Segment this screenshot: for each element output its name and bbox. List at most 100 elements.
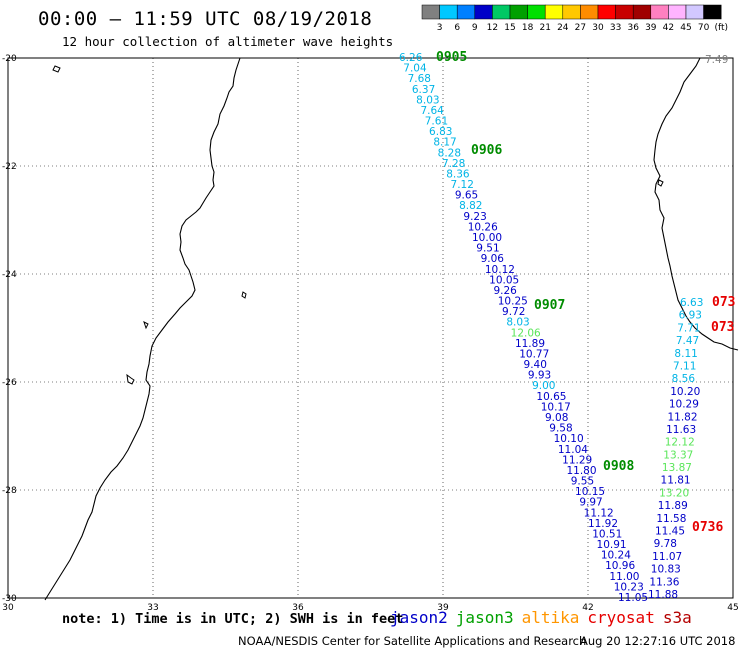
track1-swh-label: 7.68: [408, 73, 431, 85]
track1-swh-label: 12.06: [511, 327, 541, 339]
track1-swh-label: 9.72: [502, 306, 525, 318]
track1-swh-label: 9.26: [493, 285, 517, 297]
track1-swh-label: 7.61: [425, 116, 448, 128]
legend-unit: (ft): [714, 23, 728, 33]
island-small-2: [241, 291, 247, 299]
track2-swh-label: 11.58: [656, 513, 686, 525]
altimeter-tracks: 6.267.047.686.378.037.647.616.838.178.28…: [399, 50, 735, 604]
legend-label: 9: [472, 23, 478, 33]
lat-label: -30: [2, 594, 17, 604]
satellite-name-altika: altika: [521, 608, 580, 627]
track1-swh-label: 10.65: [536, 391, 566, 403]
track1-swh-label: 10.12: [485, 264, 515, 276]
track2-swh-label: 7.11: [673, 360, 696, 372]
track2-swh-label: 13.20: [659, 487, 689, 499]
track1-swh-label: 6.83: [429, 126, 452, 138]
track1-swh-label: 8.17: [433, 137, 456, 149]
track1-swh-label: 9.23: [463, 211, 486, 223]
track1-swh-label: 9.00: [532, 380, 555, 392]
lon-label: 33: [147, 603, 158, 610]
footer-note: note: 1) Time is in UTC; 2) SWH is in fe…: [62, 611, 404, 627]
track2-swh-label: 11.81: [661, 475, 691, 487]
track2-swh-label: 12.12: [665, 437, 695, 449]
legend-swatch: [703, 4, 722, 20]
legend-label: 42: [663, 23, 674, 33]
pass-time-label: 0906: [471, 143, 502, 158]
track1-swh-label: 11.12: [584, 507, 614, 519]
pass-time-label: 0736: [692, 520, 723, 535]
track1-swh-label: 10.10: [554, 433, 584, 445]
track1-swh-label: 10.00: [472, 232, 502, 244]
pass-time-label: 0908: [603, 459, 634, 474]
madagascar-coastline: [653, 57, 739, 351]
track2-swh-label: 9.78: [654, 538, 677, 550]
track1-swh-label: 10.23: [614, 581, 644, 593]
lat-label: -26: [2, 378, 17, 388]
track1-swh-label: 9.65: [455, 190, 478, 202]
track1-swh-label: 8.03: [506, 317, 529, 329]
track2-swh-label: 11.36: [649, 576, 679, 588]
track1-swh-label: 6.37: [412, 84, 435, 96]
lon-label: 30: [2, 603, 14, 610]
lat-label: -24: [2, 270, 17, 280]
track1-swh-label: 11.04: [558, 444, 588, 456]
legend-label: 33: [610, 23, 621, 33]
credit-text: NOAA/NESDIS Center for Satellite Applica…: [238, 634, 587, 648]
legend-label: 12: [487, 23, 498, 33]
legend-label: 24: [557, 23, 569, 33]
satellite-name-cryosat: cryosat: [587, 608, 655, 627]
color-legend: 3 6 9 12 15 18 21 24 27 30 33 36 39 42 45 70 (ft): [421, 4, 728, 33]
track1-swh-label: 9.55: [571, 476, 594, 488]
track2-swh-label: 11.45: [655, 526, 685, 538]
track2-swh-label: 11.89: [658, 500, 688, 512]
track1-swh-label: 9.08: [545, 412, 568, 424]
island-small-1: [52, 65, 61, 73]
legend-label: 18: [522, 23, 534, 33]
track1-swh-label: 9.93: [528, 370, 551, 382]
legend-label: 21: [539, 23, 550, 33]
legend-label: 15: [504, 23, 515, 33]
lat-label: -22: [2, 162, 17, 172]
track2-swh-label: 7.71: [677, 322, 700, 334]
track1-swh-label: 8.82: [459, 200, 482, 212]
corner-value-label: 7.49: [705, 54, 728, 66]
track1-swh-label: 8.28: [438, 147, 461, 159]
lon-label: 45: [727, 603, 738, 610]
lon-label: 36: [292, 603, 304, 610]
lon-label: 42: [582, 603, 593, 610]
satellite-legend: jason2 jason3 altika cryosat s3a: [390, 608, 700, 627]
track1-swh-label: 11.80: [566, 465, 596, 477]
track1-swh-label: 10.51: [592, 528, 622, 540]
track1-swh-label: 10.24: [601, 550, 631, 562]
track1-swh-label: 6.26: [399, 52, 423, 64]
pass-time-label: 073: [712, 295, 735, 310]
track2-swh-label: 10.29: [669, 399, 699, 411]
track1-swh-label: 7.28: [442, 158, 465, 170]
lat-label: -20: [2, 54, 17, 64]
lon-label: 39: [437, 603, 449, 610]
track1-swh-label: 11.00: [609, 571, 639, 583]
track2-swh-label: 7.47: [676, 335, 699, 347]
track1-swh-label: 10.26: [468, 221, 498, 233]
track2-swh-label: 10.20: [670, 386, 700, 398]
track1-swh-label: 10.17: [541, 401, 571, 413]
legend-label: 70: [698, 23, 710, 33]
legend-label: 27: [575, 23, 586, 33]
track1-swh-label: 9.06: [481, 253, 505, 265]
track1-swh-label: 9.51: [476, 243, 499, 255]
track2-swh-label: 11.82: [667, 411, 697, 423]
track1-swh-label: 9.97: [579, 497, 602, 509]
track1-swh-label: 11.29: [562, 454, 592, 466]
track1-swh-label: 7.12: [451, 179, 474, 191]
pass-time-label: 0905: [436, 50, 467, 65]
african-coastline: [44, 57, 241, 601]
track2-swh-label: 6.63: [680, 297, 703, 309]
satellite-name-s3a: s3a: [662, 608, 692, 627]
map-frame: [7, 57, 734, 599]
track1-swh-label: 11.05: [618, 592, 648, 604]
track2-swh-label: 8.56: [672, 373, 696, 385]
legend-label: 6: [454, 23, 460, 33]
track1-swh-label: 10.15: [575, 486, 605, 498]
track1-swh-label: 7.64: [420, 105, 444, 117]
track1-swh-label: 10.05: [489, 274, 519, 286]
